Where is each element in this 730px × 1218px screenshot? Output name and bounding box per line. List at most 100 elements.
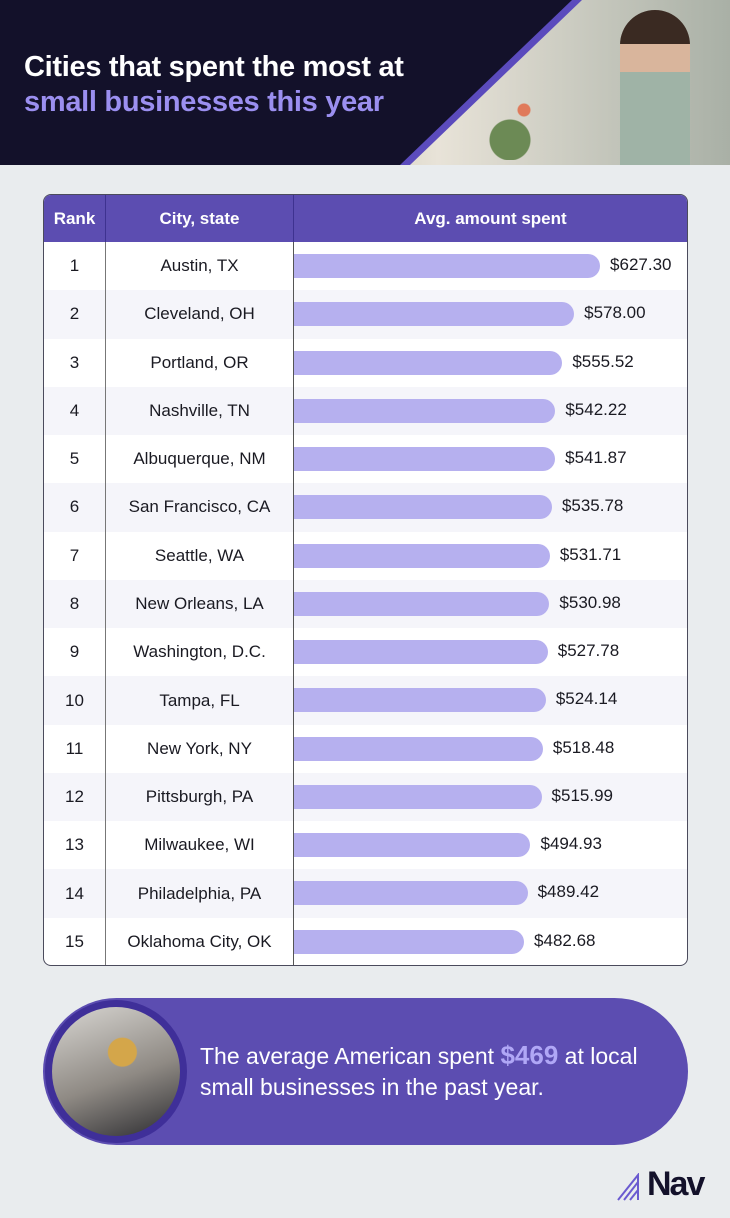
amount-cell: $518.48 — [294, 725, 687, 773]
rank-cell: 8 — [44, 579, 106, 629]
amount-bar — [294, 447, 556, 472]
table-row: 6 San Francisco, CA $535.78 — [44, 483, 687, 532]
amount-label: $518.48 — [552, 737, 615, 757]
amount-label: $524.14 — [555, 689, 618, 709]
callout-amount: $469 — [500, 1040, 559, 1070]
table-row: 4 Nashville, TN $542.22 — [44, 386, 687, 436]
title-line-1: Cities that spent the most at — [24, 51, 404, 83]
city-cell: Albuquerque, NM — [106, 435, 294, 484]
amount-label: $555.52 — [572, 351, 634, 371]
amount-cell: $627.30 — [294, 242, 687, 290]
amount-cell: $489.42 — [294, 869, 687, 917]
card-payment-photo — [45, 1000, 187, 1143]
col-city: City, state — [106, 195, 294, 242]
amount-cell: $531.71 — [294, 532, 687, 580]
nav-logo-icon — [617, 1173, 639, 1201]
table-row: 8 New Orleans, LA $530.98 — [44, 579, 687, 629]
table-row: 11 New York, NY $518.48 — [44, 724, 687, 773]
rank-cell: 15 — [44, 917, 106, 965]
amount-cell: $578.00 — [294, 290, 687, 338]
rank-cell: 7 — [44, 531, 106, 580]
amount-cell: $524.14 — [294, 676, 687, 724]
city-cell: Philadelphia, PA — [106, 869, 294, 918]
city-cell: Nashville, TN — [106, 386, 294, 436]
amount-bar — [294, 833, 531, 858]
ranking-table: Rank City, state Avg. amount spent 1 Aus… — [43, 194, 688, 966]
table-row: 3 Portland, OR $555.52 — [44, 338, 687, 387]
city-cell: Tampa, FL — [106, 676, 294, 725]
city-cell: Cleveland, OH — [106, 290, 294, 339]
amount-bar — [294, 688, 546, 713]
amount-bar — [294, 350, 563, 375]
table-row: 13 Milwaukee, WI $494.93 — [44, 821, 687, 870]
rank-cell: 11 — [44, 724, 106, 773]
amount-label: $530.98 — [559, 592, 621, 612]
amount-cell: $527.78 — [294, 628, 687, 676]
table-row: 9 Washington, D.C. $527.78 — [44, 628, 687, 677]
amount-bar — [294, 495, 552, 520]
city-cell: Seattle, WA — [106, 531, 294, 580]
rank-cell: 2 — [44, 290, 106, 339]
amount-label: $578.00 — [584, 303, 646, 323]
amount-bar — [294, 254, 601, 278]
amount-bar — [294, 543, 550, 568]
amount-cell: $541.87 — [294, 435, 687, 483]
rank-cell: 1 — [44, 242, 106, 291]
amount-bar — [294, 591, 550, 616]
table-row: 15 Oklahoma City, OK $482.68 — [44, 917, 687, 965]
rank-cell: 10 — [44, 676, 106, 725]
city-cell: Oklahoma City, OK — [106, 917, 294, 965]
amount-label: $527.78 — [557, 641, 620, 661]
amount-label: $535.78 — [561, 496, 624, 516]
amount-bar — [294, 736, 543, 761]
amount-label: $542.22 — [565, 399, 627, 419]
amount-cell: $494.93 — [294, 821, 687, 869]
table-row: 2 Cleveland, OH $578.00 — [44, 290, 687, 339]
rank-cell: 13 — [44, 821, 106, 870]
city-cell: Washington, D.C. — [106, 628, 294, 677]
amount-bar — [294, 784, 542, 809]
rank-cell: 3 — [44, 338, 106, 387]
amount-cell: $515.99 — [294, 773, 687, 821]
stat-callout: The average American spent $469 at local… — [43, 998, 688, 1145]
city-cell: Austin, TX — [106, 242, 294, 291]
amount-label: $541.87 — [565, 448, 627, 468]
table-row: 5 Albuquerque, NM $541.87 — [44, 435, 687, 484]
table-row: 7 Seattle, WA $531.71 — [44, 531, 687, 580]
rank-cell: 6 — [44, 483, 106, 532]
amount-cell: $535.78 — [294, 483, 687, 531]
amount-bar — [294, 929, 525, 954]
city-cell: Pittsburgh, PA — [106, 772, 294, 822]
amount-bar — [294, 640, 548, 665]
amount-label: $482.68 — [534, 930, 596, 950]
amount-bar — [294, 881, 528, 906]
city-cell: San Francisco, CA — [106, 483, 294, 532]
col-rank: Rank — [44, 195, 106, 242]
amount-label: $627.30 — [610, 255, 672, 274]
callout-text: The average American spent $469 at local… — [200, 1040, 638, 1100]
rank-cell: 9 — [44, 628, 106, 677]
table-row: 10 Tampa, FL $524.14 — [44, 676, 687, 725]
amount-label: $489.42 — [537, 882, 600, 902]
title-line-2: small businesses this year — [24, 86, 384, 118]
rank-cell: 12 — [44, 772, 106, 822]
col-amount: Avg. amount spent — [414, 208, 567, 228]
amount-cell: $482.68 — [294, 918, 687, 965]
amount-label: $494.93 — [540, 834, 602, 854]
city-cell: Milwaukee, WI — [106, 821, 294, 870]
table-row: 1 Austin, TX $627.30 — [44, 242, 687, 291]
city-cell: New York, NY — [106, 724, 294, 773]
amount-label: $515.99 — [551, 785, 613, 805]
table-row: 14 Philadelphia, PA $489.42 — [44, 869, 687, 918]
amount-cell: $542.22 — [294, 387, 687, 435]
table-header: Rank City, state Avg. amount spent — [44, 195, 687, 242]
amount-bar — [294, 302, 575, 327]
city-cell: New Orleans, LA — [106, 579, 294, 629]
amount-bar — [294, 398, 556, 423]
header-banner: Cities that spent the most at small busi… — [0, 0, 730, 165]
nav-logo: Nav — [617, 1167, 705, 1201]
amount-cell: $555.52 — [294, 339, 687, 387]
rank-cell: 5 — [44, 435, 106, 484]
city-cell: Portland, OR — [106, 338, 294, 387]
rank-cell: 4 — [44, 386, 106, 436]
